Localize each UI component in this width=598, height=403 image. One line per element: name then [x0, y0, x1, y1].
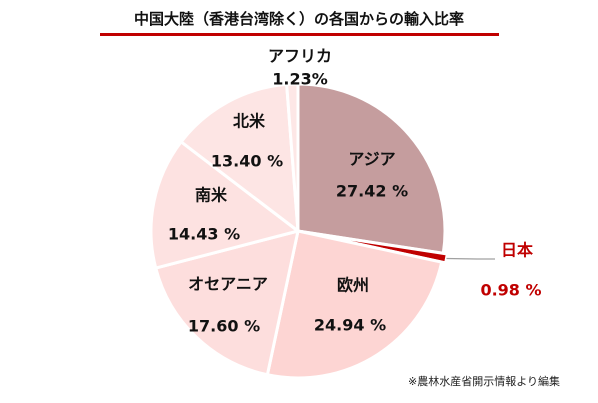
slice-label-オセアニア: オセアニア — [188, 275, 268, 294]
pie-slice-北米 — [179, 82, 300, 233]
slice-value-オセアニア: 17.60 % — [188, 317, 260, 336]
pie-slice-アフリカ — [285, 82, 300, 233]
slice-label-アフリカ: アフリカ — [268, 47, 332, 66]
slice-label-南米: 南米 — [195, 186, 228, 205]
pie-slices — [149, 82, 449, 380]
leader-line-日本 — [446, 257, 495, 260]
slice-value-アフリカ: 1.23% — [272, 70, 328, 89]
slice-label-欧州: 欧州 — [337, 276, 369, 295]
slice-value-アジア: 27.42 % — [336, 182, 408, 201]
pie-slice-オセアニア — [154, 229, 300, 377]
slice-value-北米: 13.40 % — [211, 152, 283, 171]
slice-label-アジア: アジア — [348, 150, 395, 169]
pie-slice-欧州 — [265, 229, 444, 380]
pie-slice-南米 — [149, 140, 300, 270]
pie-labels: アジア 27.42 % 日本 0.98 % 欧州 24.94 % オセアニア 17.60 % 南… — [168, 47, 542, 336]
slice-value-日本: 0.98 % — [480, 281, 541, 300]
slice-value-南米: 14.43 % — [168, 225, 240, 244]
slice-label-北米: 北米 — [233, 112, 266, 131]
chart-title: 中国大陸（香港台湾除く）の各国からの輸入比率 — [133, 10, 464, 28]
title-underline — [100, 33, 499, 36]
source-note: ※農林水産省開示情報より編集 — [408, 375, 560, 388]
slice-label-日本: 日本 — [501, 241, 533, 260]
slice-value-欧州: 24.94 % — [314, 316, 386, 335]
pie-slice-アジア — [296, 82, 447, 255]
